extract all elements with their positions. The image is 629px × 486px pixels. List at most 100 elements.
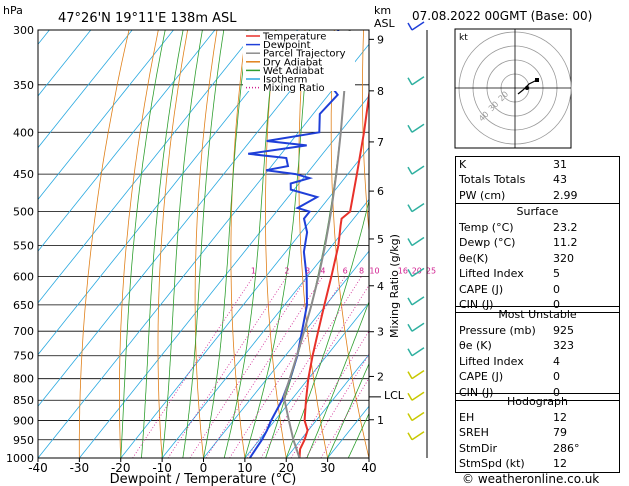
dry-adiabat-line bbox=[298, 30, 328, 458]
wet-adiabat-line bbox=[203, 30, 249, 458]
wind-barb-flag bbox=[407, 297, 413, 306]
wind-barb-flag bbox=[407, 413, 413, 421]
wind-barb bbox=[411, 370, 425, 380]
credit-text: © weatheronline.co.uk bbox=[462, 472, 599, 486]
surface-row: Temp (°C) 23.2 bbox=[459, 221, 578, 234]
mixing-ratio-label: 16 bbox=[398, 266, 408, 275]
legend-label: Mixing Ratio bbox=[263, 83, 325, 94]
surface-row: CIN (J) 0 bbox=[459, 297, 560, 311]
most-unstable-row: Lifted Index 4 bbox=[459, 354, 560, 368]
pressure-tick-label: 650 bbox=[13, 299, 34, 312]
most-unstable-table: Most Unstable Pressure (mb) 925 θe (K) 323… bbox=[455, 306, 620, 401]
isotherm-line bbox=[38, 30, 340, 407]
temperature-tick-label: -10 bbox=[152, 461, 172, 475]
surface-row: CAPE (J) 0 bbox=[459, 282, 560, 296]
temperature-tick-label: 30 bbox=[320, 461, 335, 475]
dry-adiabat-line bbox=[194, 30, 218, 458]
wind-barb-flag bbox=[407, 323, 413, 332]
index-row-pw: PW (cm) 2.99 bbox=[459, 188, 578, 202]
pressure-tick-label: 800 bbox=[13, 373, 34, 386]
isotherm-line bbox=[38, 30, 216, 252]
isotherm-line bbox=[161, 198, 369, 458]
storm-motion-marker bbox=[525, 86, 529, 90]
mixing-ratio-labels: 1 2 3 4 6 8 10 16 20 25 bbox=[251, 266, 436, 275]
background-lines bbox=[38, 30, 369, 458]
most-unstable-title: Most Unstable bbox=[498, 308, 577, 321]
legend-label: Dewpoint bbox=[263, 40, 311, 51]
most-unstable-row: θe (K) 323 bbox=[459, 339, 574, 353]
km-tick-label: 9 bbox=[377, 33, 384, 46]
mixing-ratio-label: 3 bbox=[305, 266, 310, 275]
pressure-tick-label: 700 bbox=[13, 325, 34, 338]
wind-barb-flag bbox=[407, 124, 413, 133]
location-title: 47°26'N 19°11'E 138m ASL bbox=[58, 11, 237, 26]
temperature-tick-label: -40 bbox=[28, 461, 48, 475]
legend-label: Temperature bbox=[262, 32, 326, 43]
wind-barb bbox=[411, 236, 425, 247]
isotherm-line bbox=[285, 353, 369, 458]
temperature-line bbox=[298, 88, 369, 458]
wet-adiabat-line bbox=[120, 30, 166, 458]
isotherm-line bbox=[38, 43, 369, 458]
mixing-ratio-label: 6 bbox=[343, 266, 348, 275]
km-tick-label: 3 bbox=[377, 326, 384, 339]
wet-adiabat-line bbox=[141, 30, 184, 458]
wind-barb-flag bbox=[407, 371, 413, 380]
pressure-tick-label: 400 bbox=[13, 126, 34, 139]
km-tick-label: 6 bbox=[377, 185, 384, 198]
mixing-ratio-label: 25 bbox=[426, 266, 436, 275]
temperature-tick-label: 20 bbox=[279, 461, 294, 475]
surface-row: Lifted Index 5 bbox=[459, 267, 560, 281]
dry-adiabat-line bbox=[119, 30, 159, 458]
mixing-ratio-line bbox=[260, 284, 369, 458]
wind-barb bbox=[411, 391, 425, 401]
mixing-ratio-label: 1 bbox=[251, 266, 256, 275]
km-tick-label: 4 bbox=[377, 280, 384, 293]
km-tick-label: 8 bbox=[377, 85, 384, 98]
isotherm-line bbox=[38, 30, 257, 304]
dry-adiabat-line bbox=[78, 30, 130, 458]
wind-barb-flag bbox=[407, 166, 413, 175]
isotherm-line bbox=[203, 250, 369, 458]
hodograph-frame bbox=[454, 28, 572, 149]
hodograph-point bbox=[535, 78, 539, 82]
pressure-tick-label: 950 bbox=[13, 434, 34, 447]
lcl-label: LCL bbox=[384, 389, 405, 402]
temperature-tick-label: -30 bbox=[70, 461, 90, 475]
asl-label: ASL bbox=[374, 17, 396, 30]
mixing-ratio-line bbox=[205, 276, 324, 458]
wind-barb bbox=[411, 202, 425, 213]
wet-adiabat-line bbox=[306, 300, 369, 458]
pressure-tick-label: 300 bbox=[13, 24, 34, 37]
legend-label: Isotherm bbox=[263, 75, 307, 86]
mixing-ratio-line bbox=[189, 276, 308, 458]
hodograph-unit-label: kt bbox=[459, 33, 468, 43]
wind-barb-flag bbox=[407, 238, 413, 246]
wind-barb bbox=[411, 322, 425, 332]
mixing-ratio-label: 8 bbox=[359, 266, 364, 275]
datetime-label: 07.08.2022 00GMT (Base: 00) bbox=[412, 9, 592, 23]
isotherm-line bbox=[38, 30, 299, 356]
wind-barb-flag bbox=[407, 77, 413, 86]
temperature-tick-label: 40 bbox=[361, 461, 376, 475]
pressure-tick-label: 350 bbox=[13, 79, 34, 92]
wind-barb bbox=[411, 411, 425, 422]
hodograph-row: EH 12 bbox=[459, 411, 567, 424]
wind-barb bbox=[411, 165, 425, 175]
isotherm-line bbox=[79, 95, 369, 458]
dry-adiabat-line bbox=[230, 30, 247, 458]
wet-adiabat-line bbox=[182, 30, 225, 458]
hodograph-row: StmDir 286° bbox=[459, 441, 580, 455]
x-axis-title: Dewpoint / Temperature (°C) bbox=[110, 472, 297, 486]
pressure-tick-label: 450 bbox=[13, 168, 34, 181]
temperature-tick-label: -20 bbox=[111, 461, 131, 475]
hpa-label: hPa bbox=[3, 4, 23, 17]
wet-adiabat-line bbox=[161, 30, 203, 458]
pressure-tick-label: 850 bbox=[13, 394, 34, 407]
surface-row: θe(K) 320 bbox=[459, 251, 574, 265]
pressure-tick-label: 750 bbox=[13, 350, 34, 363]
wind-barb-flag bbox=[407, 348, 413, 357]
pressure-tick-label: 600 bbox=[13, 270, 34, 283]
